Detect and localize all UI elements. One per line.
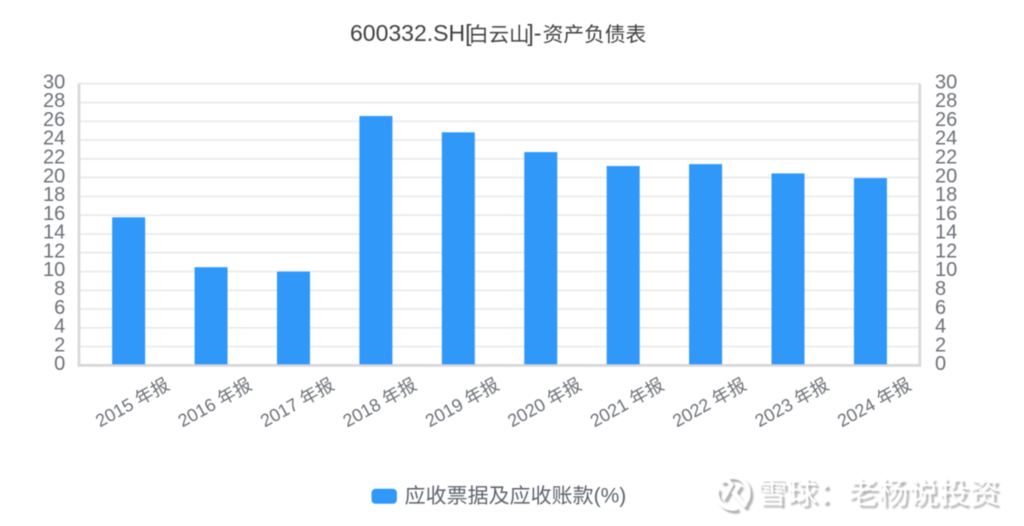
- svg-text:8: 8: [54, 278, 65, 300]
- svg-text:2: 2: [935, 334, 946, 356]
- svg-text:22: 22: [935, 147, 957, 169]
- svg-text:14: 14: [935, 222, 957, 244]
- svg-text:26: 26: [935, 109, 957, 131]
- svg-text:(%): (%): [594, 485, 627, 508]
- svg-text:20: 20: [43, 165, 65, 187]
- svg-text:14: 14: [43, 222, 65, 244]
- svg-text:18: 18: [935, 184, 957, 206]
- svg-text:10: 10: [935, 259, 957, 281]
- svg-text:4: 4: [54, 316, 65, 338]
- svg-text:6: 6: [935, 297, 946, 319]
- svg-text:0: 0: [935, 353, 946, 375]
- svg-text:30: 30: [43, 71, 65, 93]
- svg-text:12: 12: [43, 240, 65, 262]
- svg-text:18: 18: [43, 184, 65, 206]
- svg-text:10: 10: [43, 259, 65, 281]
- svg-text:24: 24: [43, 128, 65, 150]
- svg-text:28: 28: [935, 90, 957, 112]
- svg-text:]-: ]-: [527, 20, 541, 46]
- svg-text:28: 28: [43, 90, 65, 112]
- svg-text:26: 26: [43, 109, 65, 131]
- svg-text:6: 6: [54, 297, 65, 319]
- svg-text:16: 16: [935, 203, 957, 225]
- svg-text:12: 12: [935, 240, 957, 262]
- svg-text:8: 8: [935, 278, 946, 300]
- svg-text:24: 24: [935, 128, 957, 150]
- svg-text:4: 4: [935, 316, 946, 338]
- svg-text:16: 16: [43, 203, 65, 225]
- svg-text:22: 22: [43, 147, 65, 169]
- svg-text:30: 30: [935, 71, 957, 93]
- svg-text:2: 2: [54, 334, 65, 356]
- svg-text:600332.SH[: 600332.SH[: [350, 20, 472, 46]
- svg-text:20: 20: [935, 165, 957, 187]
- svg-text:0: 0: [54, 353, 65, 375]
